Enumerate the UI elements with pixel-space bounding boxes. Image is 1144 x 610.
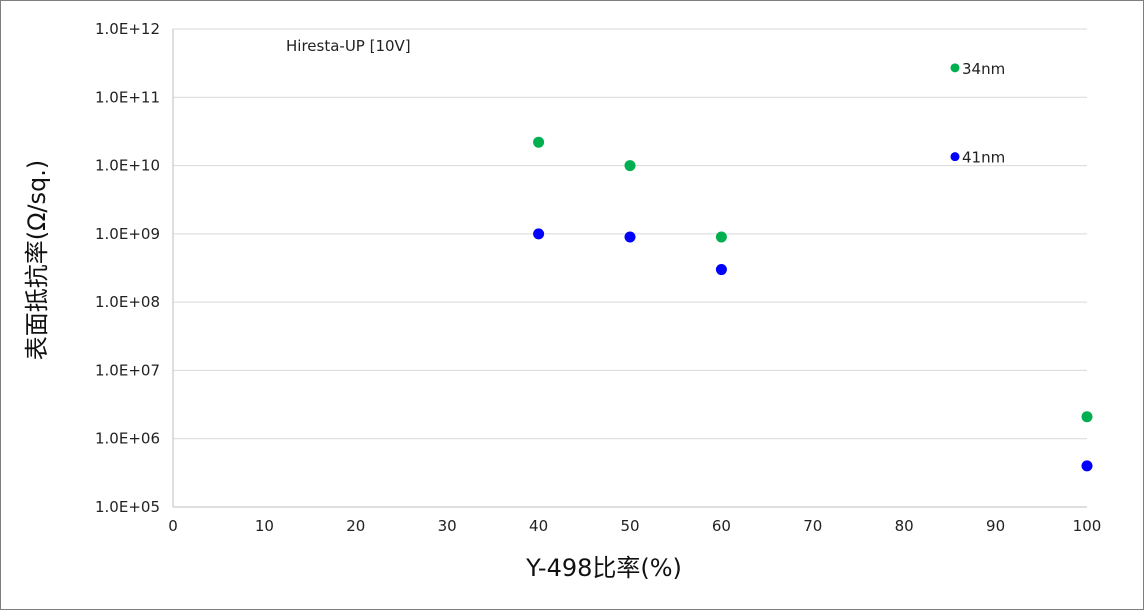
legend-label-41nm: 41nm — [962, 149, 1005, 167]
x-tick-label: 70 — [803, 517, 822, 535]
x-tick-label: 50 — [620, 517, 639, 535]
legend-marker-34nm — [950, 63, 960, 73]
x-axis-title: Y-498比率(%) — [525, 554, 682, 582]
y-tick-label: 1.0E+06 — [95, 430, 160, 448]
x-tick-label: 30 — [438, 517, 457, 535]
x-tick-label: 60 — [712, 517, 731, 535]
x-tick-label: 10 — [255, 517, 274, 535]
data-point-34nm — [1081, 411, 1093, 423]
x-tick-label: 100 — [1073, 517, 1102, 535]
x-tick-label: 40 — [529, 517, 548, 535]
data-point-41nm — [1081, 460, 1093, 472]
data-point-41nm — [715, 264, 727, 276]
y-tick-label: 1.0E+12 — [95, 20, 160, 38]
x-tick-label: 80 — [895, 517, 914, 535]
inline-legend: 34nm 41nm — [950, 60, 1005, 167]
y-tick-label: 1.0E+08 — [95, 293, 160, 311]
data-point-41nm — [533, 228, 545, 240]
data-point-34nm — [715, 231, 727, 243]
y-axis-title: 表面抵抗率(Ω/sq.) — [23, 160, 51, 361]
x-tick-label: 0 — [168, 517, 178, 535]
y-tick-label: 1.0E+05 — [95, 498, 160, 516]
x-tick-labels: 0 10 20 30 40 50 60 70 80 90 100 — [168, 517, 1101, 535]
y-tick-labels: 1.0E+05 1.0E+06 1.0E+07 1.0E+08 1.0E+09 1.0E+… — [95, 20, 160, 516]
data-point-34nm — [624, 160, 636, 172]
legend-marker-41nm — [950, 152, 960, 162]
data-point-34nm — [533, 136, 545, 148]
y-tick-label: 1.0E+10 — [95, 157, 160, 175]
data-point-41nm — [624, 231, 636, 243]
chart-annotation: Hiresta-UP [10V] — [286, 37, 411, 55]
data-points — [533, 136, 1093, 472]
y-tick-label: 1.0E+11 — [95, 88, 160, 106]
y-tick-label: 1.0E+07 — [95, 361, 160, 379]
x-tick-label: 90 — [986, 517, 1005, 535]
legend-label-34nm: 34nm — [962, 60, 1005, 78]
y-tick-label: 1.0E+09 — [95, 225, 160, 243]
x-tick-label: 20 — [346, 517, 365, 535]
